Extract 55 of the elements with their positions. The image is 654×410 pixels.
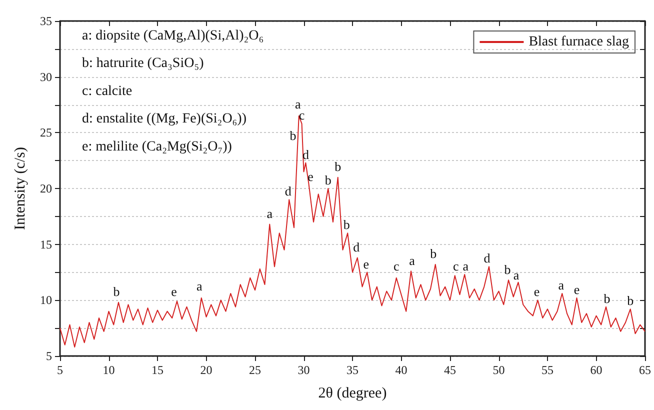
annotation: e <box>171 284 178 300</box>
annotation: c <box>452 258 459 274</box>
annotation: a <box>266 206 273 221</box>
annotation: b <box>504 262 511 277</box>
x-tick-label: 30 <box>298 363 310 377</box>
annotation: c <box>298 108 305 123</box>
x-tick-label: 40 <box>395 363 408 377</box>
annotation: d: enstalite ((Mg, Fe)(Si₂O₆)) <box>82 112 247 127</box>
annotation: a: diopsite (CaMg,Al)(Si,Al)₂O₆ <box>82 28 264 44</box>
annotation: b <box>290 128 296 143</box>
annotation: d <box>484 250 491 266</box>
x-tick-label: 50 <box>492 363 505 377</box>
x-tick-label: 65 <box>639 363 651 377</box>
annotation: b <box>113 284 120 300</box>
x-tick-label: 5 <box>57 363 63 377</box>
annotation: b: hatrurite (Ca₃SiO₅) <box>82 56 204 72</box>
x-tick-label: 25 <box>249 363 261 377</box>
annotation: d <box>284 184 292 199</box>
annotation: e <box>534 284 540 300</box>
x-tick-label: 15 <box>152 363 164 377</box>
annotation: e <box>308 169 314 184</box>
annotation: e <box>574 282 580 297</box>
x-tick-label: 10 <box>102 363 115 377</box>
x-tick-label: 35 <box>346 363 358 377</box>
annotation: b <box>627 293 634 308</box>
y-tick-label: 35 <box>40 14 52 28</box>
y-tick-label: 20 <box>40 182 52 196</box>
annotation: c <box>393 258 400 274</box>
annotation: e <box>363 256 370 272</box>
annotation: a <box>558 277 564 292</box>
y-tick-label: 25 <box>40 126 52 140</box>
annotation: a <box>295 96 302 112</box>
x-tick-label: 60 <box>590 363 602 377</box>
annotation: a <box>409 252 416 268</box>
annotation: b <box>343 217 350 232</box>
annotation: c: calcite <box>82 84 132 99</box>
annotation: a <box>196 278 203 294</box>
annotation: b <box>324 172 332 188</box>
annotation: b <box>604 290 610 306</box>
annotation: d <box>353 240 360 254</box>
y-tick-label: 5 <box>46 349 52 363</box>
y-tick-label: 30 <box>40 70 52 84</box>
annotation: a <box>513 267 520 282</box>
annotation: e: melilite (Ca₂Mg(Si₂O₇)) <box>82 139 232 154</box>
annotation: b <box>334 159 342 174</box>
y-axis-title: Intensity (c/s) <box>12 147 28 230</box>
x-tick-label: 45 <box>444 363 456 377</box>
legend-label: Blast furnace slag <box>528 34 629 50</box>
y-tick-label: 15 <box>40 237 52 252</box>
x-tick-label: 55 <box>542 363 554 377</box>
y-tick-label: 10 <box>40 293 52 308</box>
annotation: b <box>430 246 437 262</box>
annotation: a <box>462 258 469 274</box>
x-axis-title: 2θ (degree) <box>318 386 387 402</box>
x-tick-label: 20 <box>200 363 212 377</box>
